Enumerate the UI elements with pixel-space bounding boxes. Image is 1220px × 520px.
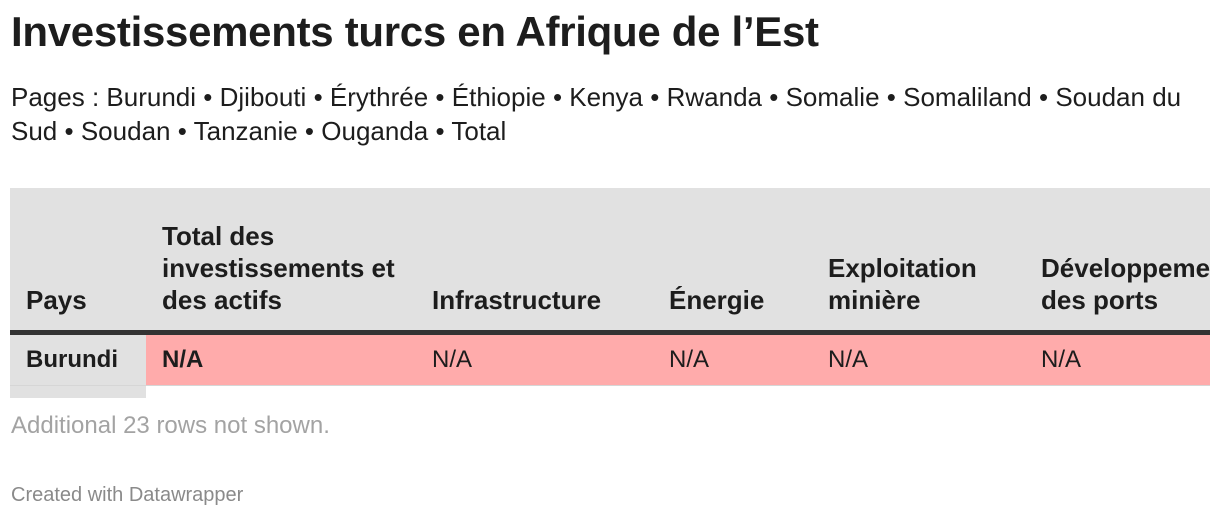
column-header-exploitation-miniere[interactable]: Exploitation minière [812, 188, 1025, 335]
table-cell-exploitation-miniere: N/A [812, 332, 1025, 386]
pages-prefix: Pages : [11, 82, 100, 112]
page-navigation: Pages : Burundi • Djibouti • Érythrée • … [11, 80, 1211, 148]
page-link-total[interactable]: Total [451, 116, 507, 146]
table-spacer-row [10, 385, 1210, 398]
table-cell-total: N/A [146, 332, 416, 386]
rows-not-shown-note: Additional 23 rows not shown. [11, 412, 330, 439]
table-cell-infrastructure: N/A [416, 332, 653, 386]
table-cell-pays: Burundi [10, 332, 146, 386]
column-header-total[interactable]: Total des investissements et des actifs [146, 188, 416, 335]
page-link-kenya[interactable]: Kenya [569, 82, 644, 112]
table-stub-cell [10, 385, 146, 398]
page-separator: • [886, 82, 896, 112]
page-link-somaliland[interactable]: Somaliland [903, 82, 1032, 112]
page-separator: • [769, 82, 779, 112]
page-separator: • [650, 82, 660, 112]
page-link-erythree[interactable]: Érythrée [329, 82, 429, 112]
data-table-container[interactable]: Pays Total des investissements et des ac… [10, 188, 1210, 398]
page-link-ethiopie[interactable]: Éthiopie [451, 82, 546, 112]
page-separator: • [177, 116, 187, 146]
page-separator: • [313, 82, 323, 112]
column-header-developpement-ports[interactable]: Développement des ports [1025, 188, 1210, 335]
page-separator: • [435, 82, 445, 112]
page-separator: • [203, 82, 213, 112]
page-link-soudan[interactable]: Soudan [80, 116, 171, 146]
page-link-soudan-du-sud[interactable]: Soudan du Sud [11, 82, 1182, 146]
page-link-rwanda[interactable]: Rwanda [666, 82, 763, 112]
page-separator: • [552, 82, 563, 112]
page-link-burundi[interactable]: Burundi [106, 82, 197, 112]
page-separator: • [64, 116, 74, 146]
credit-footer[interactable]: Created with Datawrapper [11, 484, 244, 506]
column-header-pays[interactable]: Pays [10, 188, 146, 335]
data-table: Pays Total des investissements et des ac… [10, 188, 1210, 398]
page-separator: • [304, 116, 315, 146]
page-separator: • [1038, 82, 1049, 112]
page-separator: • [435, 116, 445, 146]
column-header-energie[interactable]: Énergie [653, 188, 812, 335]
page-link-somalie[interactable]: Somalie [785, 82, 880, 112]
chart-title: Investissements turcs en Afrique de l’Es… [11, 8, 819, 55]
table-header-row: Pays Total des investissements et des ac… [10, 188, 1210, 335]
page-link-djibouti[interactable]: Djibouti [219, 82, 307, 112]
table-cell-energie: N/A [653, 332, 812, 386]
column-header-infrastructure[interactable]: Infrastructure [416, 188, 653, 335]
table-row: Burundi N/A N/A N/A N/A N/A [10, 332, 1210, 386]
page-link-ouganda[interactable]: Ouganda [321, 116, 429, 146]
page-link-tanzanie[interactable]: Tanzanie [193, 116, 298, 146]
table-cell-developpement-ports: N/A [1025, 332, 1210, 386]
